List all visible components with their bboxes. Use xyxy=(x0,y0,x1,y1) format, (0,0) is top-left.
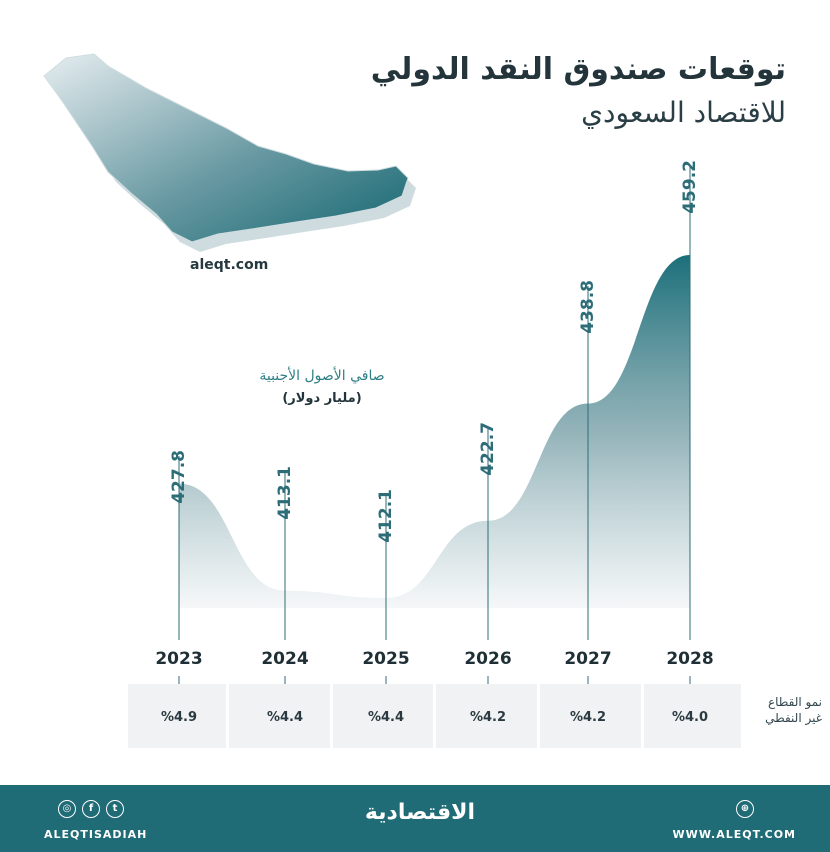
data-label-2023: 427.8 xyxy=(169,450,189,504)
row-cell-2028 xyxy=(644,684,741,748)
y-axis-label: صافي الأصول الأجنبية xyxy=(259,368,385,384)
twitter-icon[interactable]: t xyxy=(106,800,124,818)
row-cell-2025 xyxy=(333,684,433,748)
footer-handle[interactable]: ALEQTISADIAH xyxy=(44,828,148,841)
x-tick-2028: 2028 xyxy=(666,649,713,669)
page-subtitle: للاقتصاد السعودي xyxy=(581,96,786,129)
data-label-2028: 459.2 xyxy=(680,160,700,214)
data-label-2026: 422.7 xyxy=(478,422,498,476)
row-cell-2027 xyxy=(540,684,641,748)
row-value-2025: %4.4 xyxy=(367,710,405,725)
x-tick-2027: 2027 xyxy=(564,649,611,669)
facebook-icon[interactable]: f xyxy=(82,800,100,818)
x-tick-2023: 2023 xyxy=(155,649,202,669)
y-axis-unit: (مليار دولار) xyxy=(282,391,362,406)
row-value-2026: %4.2 xyxy=(469,710,507,725)
row-value-2028: %4.0 xyxy=(671,710,709,725)
globe-icon[interactable]: ⊕ xyxy=(736,800,754,818)
row-value-2024: %4.4 xyxy=(266,710,304,725)
x-tick-2024: 2024 xyxy=(261,649,308,669)
instagram-icon[interactable]: ◎ xyxy=(58,800,76,818)
page-title: توقعات صندوق النقد الدولي xyxy=(370,52,786,87)
row-value-2023: %4.9 xyxy=(160,710,198,725)
data-label-2027: 438.8 xyxy=(578,280,598,334)
row-cell-2024 xyxy=(229,684,330,748)
row-cell-2023 xyxy=(128,684,226,748)
area-series xyxy=(179,255,690,608)
row-value-2027: %4.2 xyxy=(569,710,607,725)
data-label-2025: 412.1 xyxy=(376,489,396,543)
x-tick-2025: 2025 xyxy=(362,649,409,669)
row-cell-2026 xyxy=(436,684,537,748)
site-url: aleqt.com xyxy=(190,257,269,273)
data-label-2024: 413.1 xyxy=(275,466,295,520)
footer-bar xyxy=(0,785,830,852)
footer-brand: الاقتصادية xyxy=(364,800,476,825)
footer-url[interactable]: WWW.ALEQT.COM xyxy=(672,828,796,841)
row-label-line1: نمو القطاع xyxy=(767,695,822,709)
x-tick-2026: 2026 xyxy=(464,649,511,669)
row-label-line2: غير النفطي xyxy=(765,711,822,725)
